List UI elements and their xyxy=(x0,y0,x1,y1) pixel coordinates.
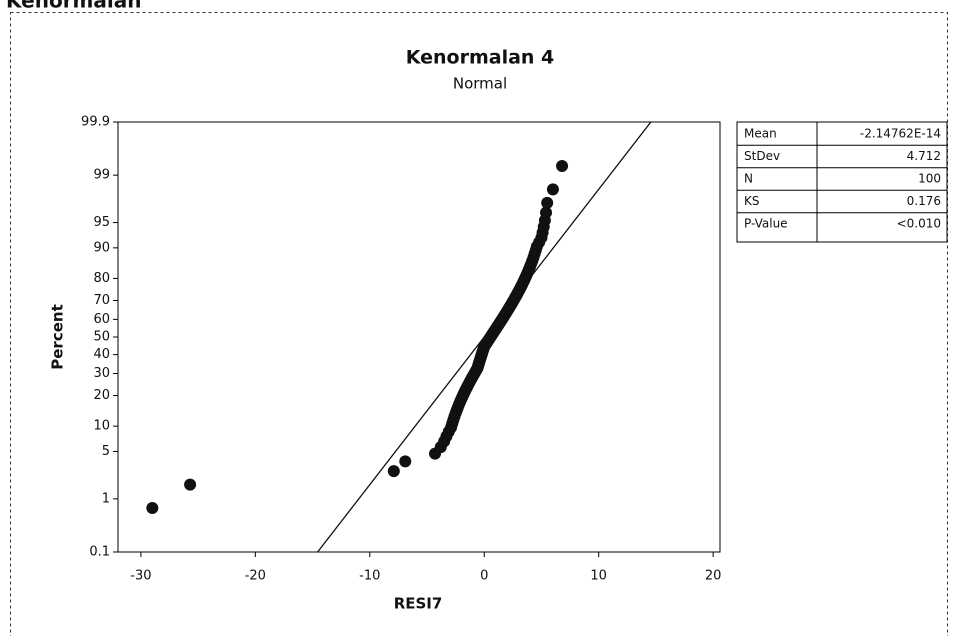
point xyxy=(546,183,559,196)
x-tick-label: 20 xyxy=(705,569,722,584)
point xyxy=(541,196,554,209)
stat-value: <0.010 xyxy=(897,217,941,231)
stat-label: Mean xyxy=(744,127,777,141)
y-tick-label: 5 xyxy=(102,444,110,459)
frame xyxy=(10,12,948,640)
y-tick-label: 10 xyxy=(93,419,110,434)
stat-label: P-Value xyxy=(744,217,788,231)
y-tick-label: 70 xyxy=(93,293,110,308)
x-tick-label: 10 xyxy=(590,569,607,584)
x-tick-label: -20 xyxy=(245,569,266,584)
stat-label: KS xyxy=(744,194,760,208)
y-tick-label: 99.9 xyxy=(81,115,110,130)
x-axis-label: RESI7 xyxy=(394,595,443,613)
point xyxy=(556,160,569,173)
y-tick-label: 30 xyxy=(93,366,110,381)
stat-value: -2.14762E-14 xyxy=(860,127,941,141)
point xyxy=(387,465,400,478)
stats-box xyxy=(736,121,948,243)
point xyxy=(399,455,412,468)
y-tick-label: 20 xyxy=(93,388,110,403)
point xyxy=(146,501,159,514)
stat-label: N xyxy=(744,172,753,186)
y-tick-label: 50 xyxy=(93,330,110,345)
y-tick-label: 80 xyxy=(93,271,110,286)
y-tick-label: 90 xyxy=(93,240,110,255)
x-tick-label: -10 xyxy=(359,569,380,584)
y-tick-label: 40 xyxy=(93,347,110,362)
stat-value: 4.712 xyxy=(907,149,941,163)
y-axis-label: Percent xyxy=(49,304,67,369)
chart-subtitle: Normal xyxy=(453,75,507,93)
plot-area xyxy=(117,121,721,553)
page-title: Kenormalan xyxy=(6,0,141,13)
point xyxy=(540,206,553,219)
x-tick-label: 0 xyxy=(480,569,488,584)
stat-value: 0.176 xyxy=(907,194,941,208)
stat-value: 100 xyxy=(918,172,941,186)
y-tick-label: 99 xyxy=(93,168,110,183)
x-tick-label: -30 xyxy=(130,569,151,584)
y-tick-label: 1 xyxy=(102,491,110,506)
chart-title: Kenormalan 4 xyxy=(406,47,555,69)
y-tick-label: 60 xyxy=(93,312,110,327)
y-tick-label: 0.1 xyxy=(89,545,110,560)
point xyxy=(184,478,197,491)
stat-label: StDev xyxy=(744,149,780,163)
y-tick-label: 95 xyxy=(93,215,110,230)
